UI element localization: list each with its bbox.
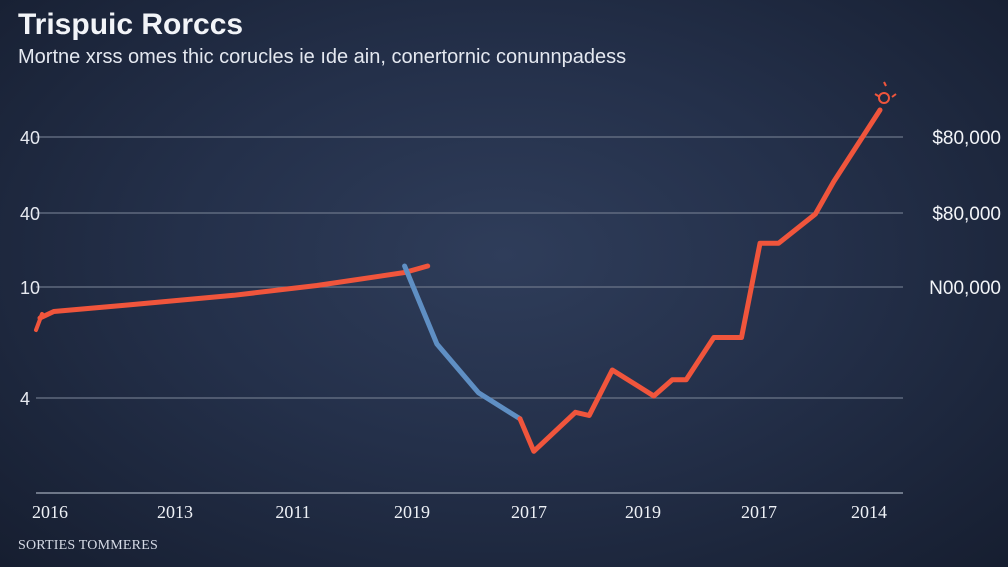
chart-source: SORTIES TOMMERES bbox=[18, 538, 158, 553]
y-tick-label-left: 40 bbox=[20, 204, 40, 224]
series-line-1 bbox=[402, 263, 523, 422]
peak-marker-ray bbox=[883, 81, 887, 87]
right-axis-ticks: $80,000 $80,000 N00,000 bbox=[929, 128, 1001, 299]
series-line-2 bbox=[517, 107, 883, 454]
y-tick-label-left: 10 bbox=[20, 278, 40, 298]
peak-marker bbox=[34, 81, 897, 332]
x-tick-label: 2011 bbox=[275, 502, 310, 522]
series-line-0 bbox=[37, 263, 431, 321]
x-tick-label: 2013 bbox=[157, 502, 193, 522]
x-tick-label: 2017 bbox=[511, 502, 547, 522]
left-axis-ticks: 40 40 10 4 bbox=[20, 128, 40, 409]
series-lines bbox=[37, 107, 883, 454]
x-axis-ticks: 2016 2013 2011 2019 2017 2019 2017 2014 bbox=[32, 502, 887, 522]
x-tick-label: 2017 bbox=[741, 502, 777, 522]
y-tick-label-right: N00,000 bbox=[929, 278, 1001, 299]
y-tick-label-left: 40 bbox=[20, 128, 40, 148]
chart-title: Trispuic Rorccs bbox=[18, 8, 244, 41]
x-tick-label: 2014 bbox=[851, 502, 887, 522]
peak-marker-ray bbox=[874, 93, 881, 98]
gridlines bbox=[36, 136, 903, 494]
peak-marker-ring bbox=[878, 92, 890, 104]
x-tick-label: 2019 bbox=[625, 502, 661, 522]
x-tick-label: 2019 bbox=[394, 502, 430, 522]
start-marker bbox=[34, 312, 44, 332]
chart-subtitle: Mortne xrss omes thic corucles ie ıde ai… bbox=[18, 46, 627, 68]
y-tick-label-right: $80,000 bbox=[932, 128, 1001, 149]
y-tick-label-right: $80,000 bbox=[932, 204, 1001, 225]
y-tick-label-left: 4 bbox=[20, 389, 30, 409]
x-tick-label: 2016 bbox=[32, 502, 68, 522]
peak-marker-ray bbox=[891, 93, 897, 98]
